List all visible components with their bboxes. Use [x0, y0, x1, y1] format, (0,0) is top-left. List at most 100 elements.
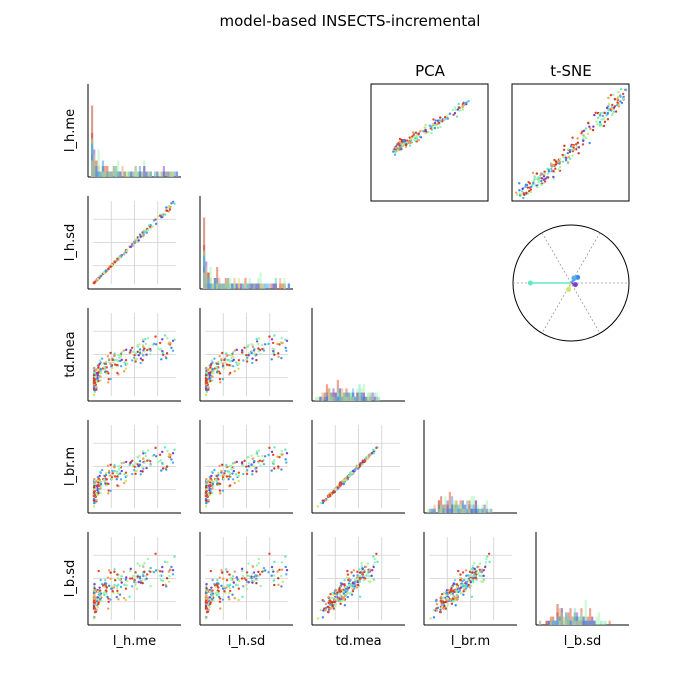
- tsne-point-130: [611, 103, 614, 107]
- panel-4-0-point-227: [96, 590, 100, 594]
- panel-1-0-point-143: [142, 234, 145, 238]
- panel-2-2-bar-8-17: [351, 388, 355, 401]
- panel-4-1-point-190: [272, 579, 275, 582]
- panel-4-3-point-85: [446, 593, 449, 596]
- tsne-point-206: [599, 114, 602, 117]
- panel-2-0-point-61: [154, 343, 158, 346]
- panel-4-2-point-210: [361, 569, 364, 573]
- tsne-point-199: [582, 129, 586, 133]
- panel-3-1-point-176: [245, 465, 248, 468]
- panel-3-0-point-112: [136, 455, 139, 459]
- panel-4-2-point-220: [356, 574, 359, 577]
- tsne-point-200: [573, 148, 576, 151]
- pca-point-102: [424, 123, 427, 127]
- panel-1-0-point-239: [93, 280, 97, 284]
- panel-4-3-point-235: [446, 597, 449, 600]
- panel-4-1-point-221: [225, 578, 229, 582]
- panel-2-1-point-13: [255, 340, 259, 343]
- panel-1-0-point-66: [158, 214, 162, 218]
- panel-3-0-point-36: [170, 458, 173, 461]
- panel-4-2-point-40: [358, 568, 361, 571]
- panel-1-1-bar-8-9: [222, 283, 225, 289]
- panel-1-0-point-220: [142, 232, 145, 235]
- panel-4-4-bar-7-20: [582, 620, 585, 625]
- panel-4-2-point-147: [321, 616, 325, 619]
- panel-3-1-point-229: [236, 474, 240, 478]
- xaxis-label-1: l_h.sd: [228, 634, 266, 649]
- panel-1-0-point-188: [165, 209, 169, 212]
- panel-4-0-point-218: [92, 605, 96, 608]
- tsne-point-30: [586, 132, 590, 136]
- panel-2-0-point-10: [138, 348, 142, 351]
- panel-3-0-point-156: [141, 450, 145, 453]
- tsne-point-234: [521, 187, 524, 191]
- panel-2-1-point-150: [213, 357, 216, 360]
- panel-3-0-point-206: [152, 453, 156, 457]
- panel-3-0-point-26: [110, 476, 114, 479]
- tsne-point-126: [538, 176, 541, 180]
- panel-0-0-bar-4-26: [147, 171, 150, 177]
- panel-3-1-point-230: [205, 489, 209, 493]
- panel-3-0-point-130: [97, 483, 100, 487]
- panel-3-0-point-234: [129, 461, 132, 464]
- panel-1-1-bar-8-13: [231, 283, 234, 289]
- panel-4-1-point-215: [221, 577, 225, 580]
- tsne-panel: [511, 83, 630, 202]
- panel-4-2-point-30: [346, 591, 349, 595]
- pca-point-54: [458, 106, 461, 109]
- panel-4-0-point-78: [105, 586, 109, 589]
- panel-4-0-point-185: [144, 578, 147, 581]
- panel-3-1-point-104: [280, 468, 283, 471]
- panel-4-1-point-84: [216, 578, 219, 582]
- tsne-point-145: [566, 161, 570, 164]
- panel-4-1-point-77: [241, 595, 244, 598]
- panel-3-0-point-88: [122, 461, 126, 464]
- panel-4-0-point-118: [109, 598, 112, 601]
- tsne-point-236: [529, 188, 533, 191]
- tsne-point-64: [543, 170, 546, 174]
- panel-2-1-point-230: [205, 378, 209, 381]
- panel-2-1-point-235: [206, 375, 209, 379]
- panel-2-0-point-94: [134, 358, 137, 361]
- panel-2-0-point-118: [109, 377, 112, 381]
- panel-3-0-point-239: [93, 494, 97, 497]
- panel-2-1-point-90: [257, 342, 260, 346]
- panel-4-2-point-77: [358, 595, 362, 598]
- panel-4-1-point-201: [215, 593, 219, 597]
- panel-4-1-point-113: [218, 576, 221, 579]
- panel-4-3-point-207: [474, 570, 477, 573]
- panel-4-2-point-209: [331, 591, 334, 595]
- panel-3-0-point-25: [171, 452, 175, 455]
- panel-4-3-point-40: [470, 568, 474, 571]
- panel-3-0-point-147: [93, 501, 96, 505]
- panel-3-1-point-90: [257, 454, 260, 458]
- panel-4-2-point-159: [322, 609, 325, 612]
- panel-4-3-point-232: [451, 592, 455, 595]
- panel-3-1-point-70: [243, 459, 246, 463]
- panel-2-1-point-44: [268, 335, 271, 338]
- panel-4-1-point-153: [212, 599, 215, 603]
- panel-0-0-bar-2-14: [121, 166, 124, 177]
- tsne-point-70: [594, 111, 597, 114]
- panel-4-2-point-231: [372, 555, 375, 558]
- panel-4-2-point-23: [352, 574, 355, 577]
- panel-2-0-point-122: [139, 361, 142, 365]
- panel-0-0-bar-9-6: [104, 171, 107, 177]
- panel-4-4-bar-9-19: [580, 620, 583, 625]
- panel-3-0-point-164: [97, 492, 100, 495]
- panel-3-0-point-213: [95, 499, 98, 502]
- panel-2-1-point-161: [251, 357, 254, 360]
- panel-4-1-point-164: [209, 601, 212, 604]
- panel-4-2-point-25: [371, 568, 374, 572]
- panel-3-0-point-94: [134, 470, 137, 473]
- panel-2-0-point-90: [144, 342, 148, 346]
- panel-4-2-point-224: [335, 588, 338, 592]
- panel-4-0-point-61: [154, 569, 158, 572]
- panel-4-2-point-229: [347, 584, 351, 587]
- panel-3-0-point-158: [98, 474, 101, 478]
- panel-4-2-point-180: [372, 565, 375, 569]
- panel-4-1-point-104: [280, 585, 283, 588]
- tsne-point-186: [567, 147, 570, 151]
- panel-4-3-point-195: [451, 600, 455, 603]
- panel-4-3-point-236: [439, 599, 443, 603]
